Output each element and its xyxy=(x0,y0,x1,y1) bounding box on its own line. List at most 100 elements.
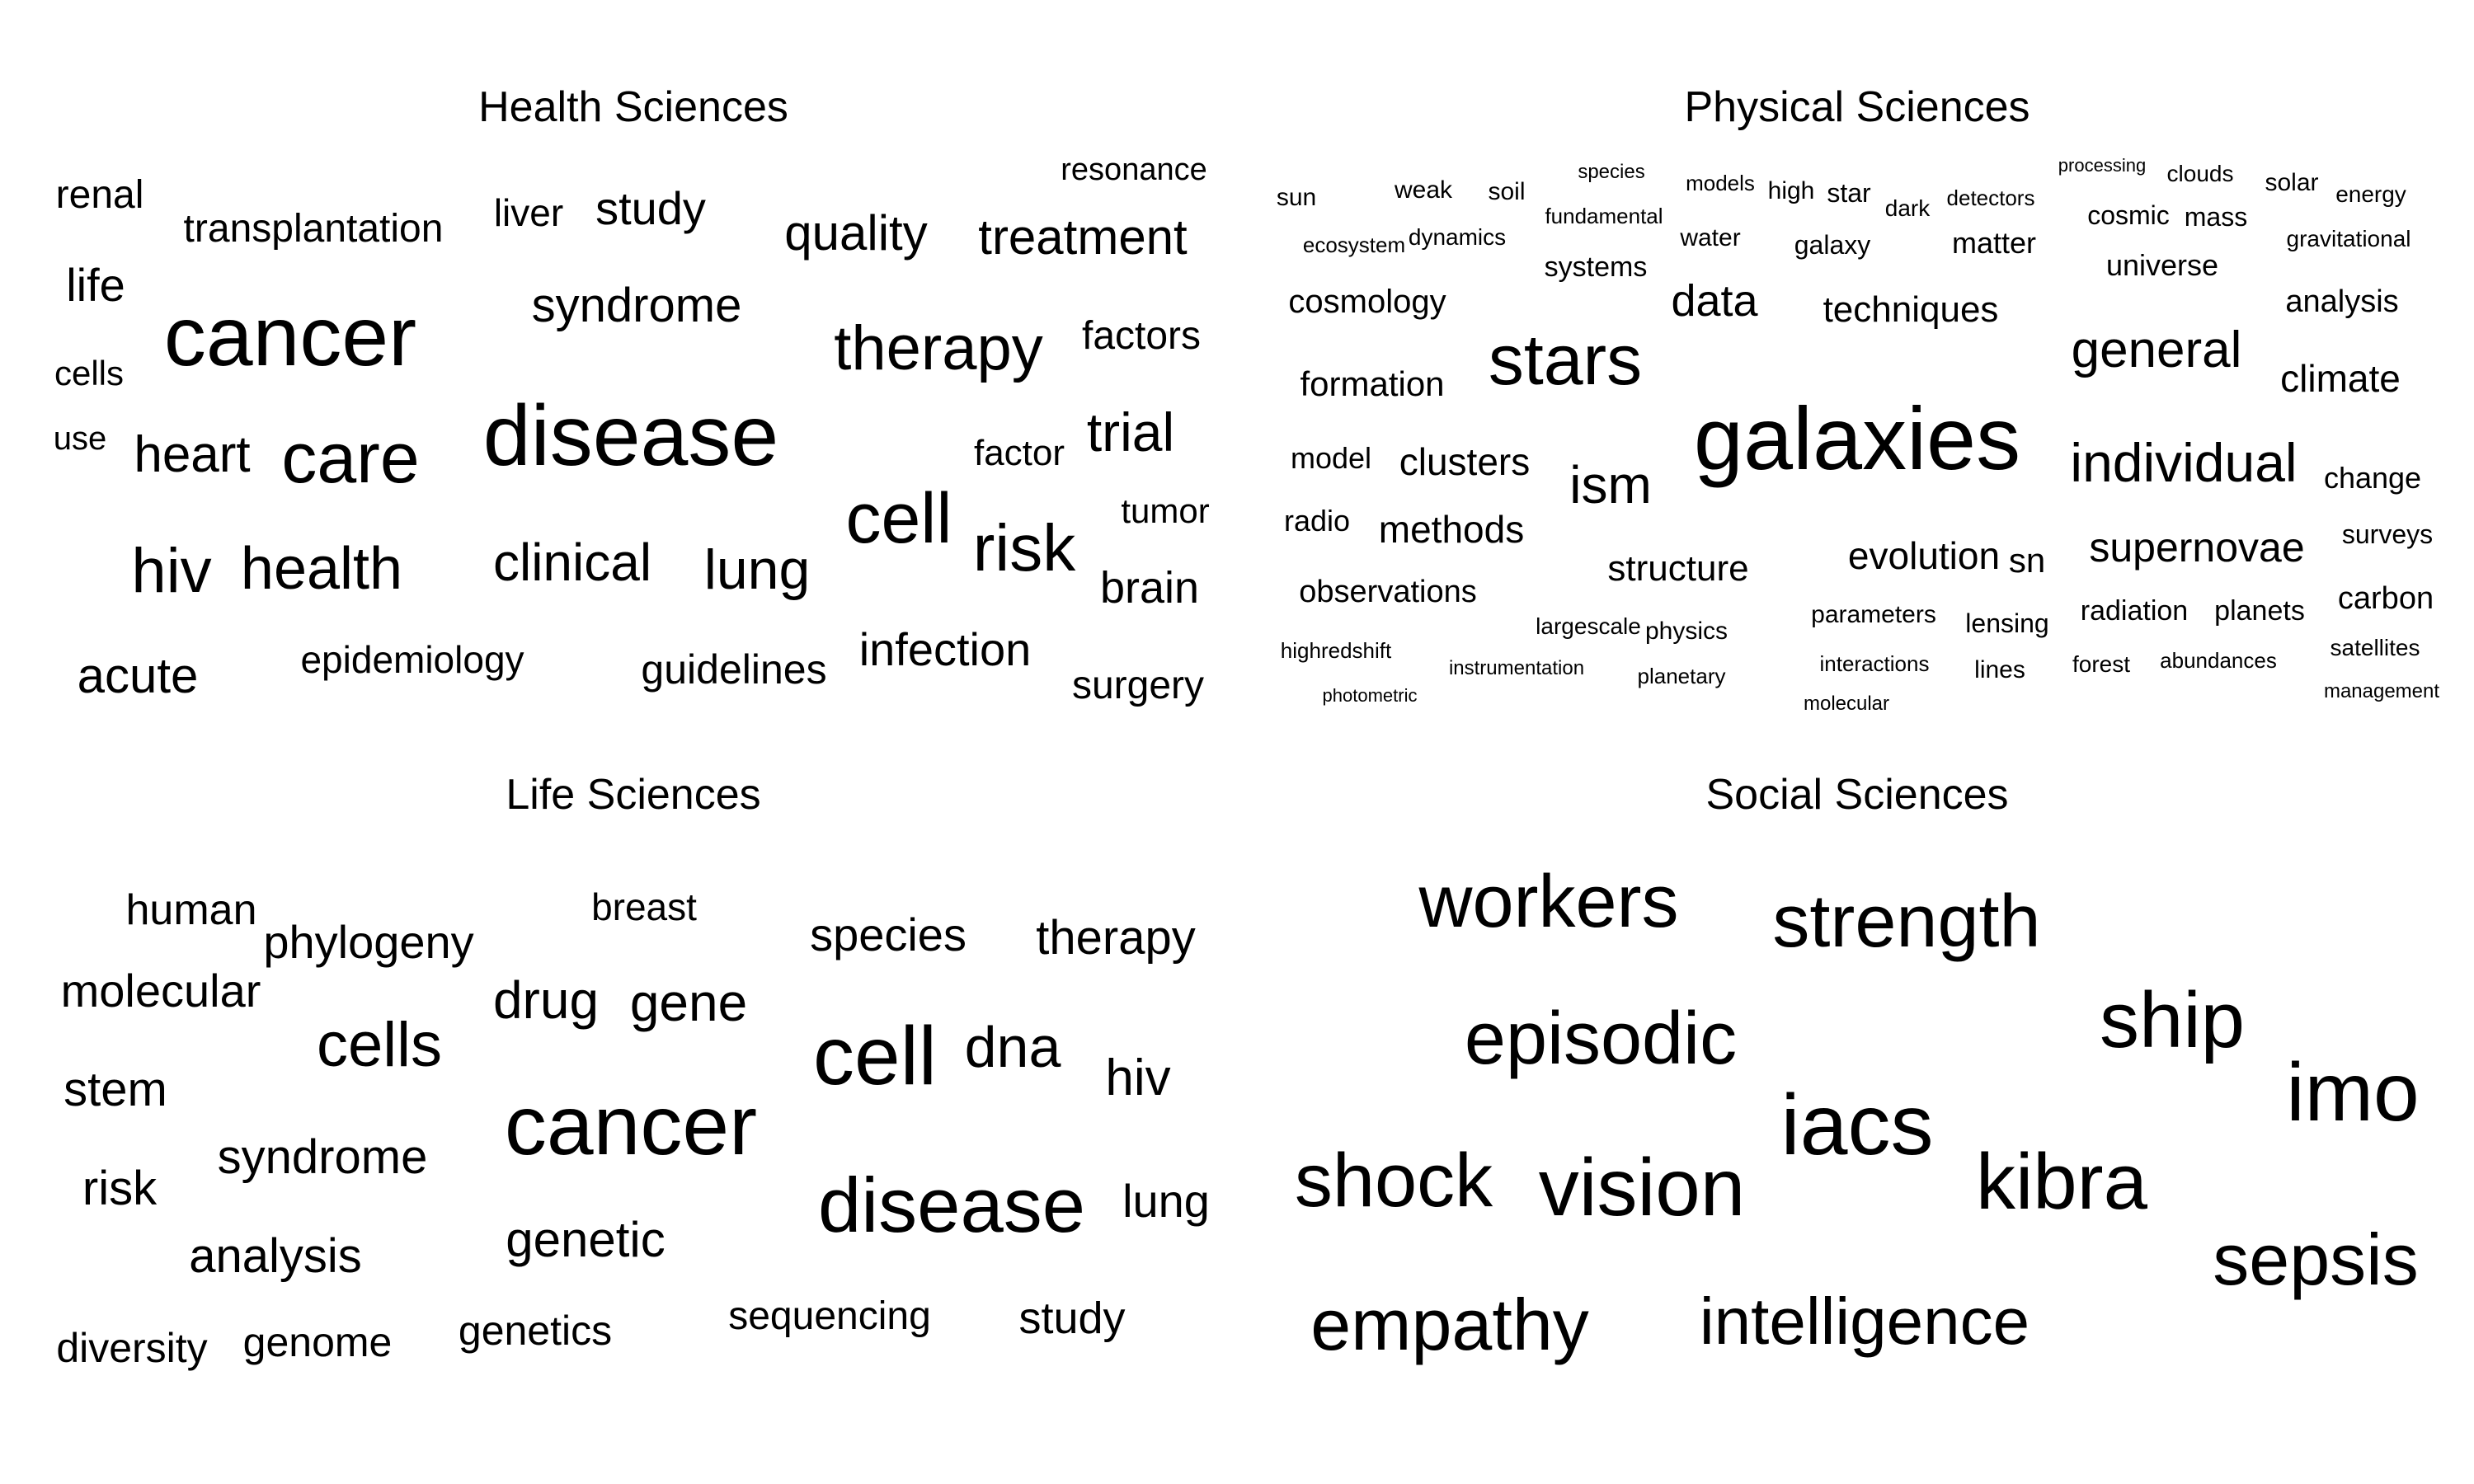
word: trial xyxy=(1086,402,1175,463)
word: surveys xyxy=(2341,519,2434,549)
word: molecular xyxy=(60,965,261,1017)
word: brain xyxy=(1099,563,1200,613)
word: soil xyxy=(1488,178,1526,205)
word: dna xyxy=(964,1015,1061,1079)
word: transplantation xyxy=(183,207,444,251)
word: sequencing xyxy=(728,1294,931,1338)
word: high xyxy=(1767,177,1815,204)
word: techniques xyxy=(1823,289,1999,330)
word: galaxy xyxy=(1794,230,1871,260)
word: syndrome xyxy=(531,279,742,332)
word: human xyxy=(125,886,257,934)
word: renal xyxy=(55,173,144,217)
word: individual xyxy=(2070,432,2298,493)
word: ism xyxy=(1569,455,1652,514)
word: cells xyxy=(54,354,125,392)
word: sun xyxy=(1276,184,1317,211)
word: matter xyxy=(1951,226,2037,260)
word: lensing xyxy=(1965,608,2049,638)
word: hiv xyxy=(1105,1050,1171,1106)
word: universe xyxy=(2105,248,2219,282)
word: genetics xyxy=(458,1308,613,1354)
word: highredshift xyxy=(1280,638,1392,663)
word: molecular xyxy=(1803,693,1890,715)
word: hiv xyxy=(131,536,212,606)
word: photometric xyxy=(1322,685,1418,706)
word: iacs xyxy=(1780,1078,1934,1173)
word: life xyxy=(66,259,125,311)
word: methods xyxy=(1378,508,1525,551)
word: vision xyxy=(1538,1142,1746,1233)
word: health xyxy=(240,536,403,602)
word: cancer xyxy=(163,289,417,383)
word: sepsis xyxy=(2213,1219,2419,1300)
word: lines xyxy=(1974,656,2025,683)
panel-title: Social Sciences xyxy=(1705,771,2009,819)
word: therapy xyxy=(834,313,1043,383)
word: genetic xyxy=(506,1212,666,1267)
word: dynamics xyxy=(1408,224,1507,250)
word: systems xyxy=(1544,251,1648,283)
word: therapy xyxy=(1036,911,1196,965)
word: data xyxy=(1671,276,1758,326)
word: mass xyxy=(2184,202,2248,232)
word: cell xyxy=(845,479,952,558)
word: radio xyxy=(1283,504,1351,538)
word: gene xyxy=(629,973,748,1032)
word: stars xyxy=(1488,321,1643,400)
word: infection xyxy=(858,623,1032,675)
word: interactions xyxy=(1819,651,1930,676)
word: abundances xyxy=(2160,648,2277,673)
word: tumor xyxy=(1121,491,1210,530)
word: disease xyxy=(818,1162,1085,1248)
word: diversity xyxy=(56,1325,208,1371)
word: forest xyxy=(2072,651,2131,677)
word: risk xyxy=(972,511,1076,585)
word: cell xyxy=(812,1010,938,1102)
word: quality xyxy=(784,205,928,261)
word: imo xyxy=(2286,1046,2420,1139)
word: species xyxy=(810,909,967,960)
word: structure xyxy=(1607,548,1749,589)
word: ecosystem xyxy=(1302,232,1406,257)
word: genome xyxy=(242,1319,393,1365)
word: stem xyxy=(63,1063,167,1116)
word: energy xyxy=(2335,181,2406,207)
word: strength xyxy=(1772,881,2041,963)
word: ship xyxy=(2099,976,2246,1064)
word: dark xyxy=(1884,195,1931,221)
word: analysis xyxy=(189,1229,362,1283)
word: species xyxy=(1578,161,1645,183)
panel-title: Health Sciences xyxy=(478,83,788,131)
word: guidelines xyxy=(641,646,827,693)
word: general xyxy=(2071,322,2242,378)
word: weak xyxy=(1394,176,1453,204)
word: resonance xyxy=(1061,153,1207,187)
word: water xyxy=(1680,224,1741,251)
word: instrumentation xyxy=(1448,657,1585,679)
word: solar xyxy=(2265,169,2319,196)
word: lung xyxy=(1122,1175,1210,1227)
word: detectors xyxy=(1946,186,2035,210)
word: change xyxy=(2323,461,2422,495)
word: formation xyxy=(1300,364,1445,403)
word: supernovae xyxy=(2089,524,2305,571)
word: phylogeny xyxy=(263,916,474,968)
word: climate xyxy=(2280,357,2401,400)
word: study xyxy=(595,182,706,234)
panel-title: Physical Sciences xyxy=(1684,83,2030,131)
word: planetary xyxy=(1637,664,1726,688)
word: workers xyxy=(1418,861,1679,943)
word: factor xyxy=(973,433,1065,473)
word: cosmology xyxy=(1288,284,1446,320)
word: intelligence xyxy=(1699,1284,2030,1358)
word: radiation xyxy=(2080,595,2189,627)
word: observations xyxy=(1299,575,1477,609)
word: largescale xyxy=(1536,613,1641,639)
word: planets xyxy=(2214,595,2305,627)
word: parameters xyxy=(1811,601,1936,628)
word: galaxies xyxy=(1693,388,2021,488)
word: evolution xyxy=(1847,534,2001,577)
word: shock xyxy=(1294,1139,1493,1223)
word: kibra xyxy=(1975,1138,2148,1226)
